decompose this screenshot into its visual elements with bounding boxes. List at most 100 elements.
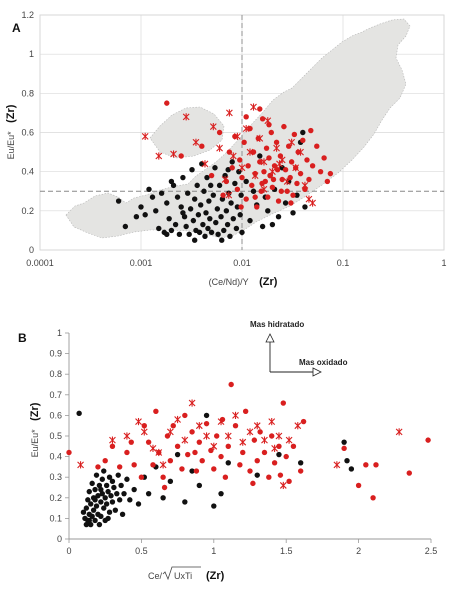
panel-a-s1-point-70: [270, 176, 277, 183]
panel-b-s0-point-33: [105, 488, 111, 495]
panel-b-s2-asterisk-point-8: [174, 415, 181, 424]
annotation-mas-hidratado: Mas hidratado: [250, 320, 304, 329]
panel-a-s0-point-75: [265, 208, 271, 214]
panel-b-s0-point-41: [114, 490, 120, 497]
panel-b-s0-point-71: [92, 497, 98, 503]
panel-a-s0-point-55: [224, 221, 231, 228]
panel-b-s0-point-64: [254, 472, 260, 478]
panel-b-s2-asterisk-point-3: [135, 417, 142, 426]
panel-a-s2-asterisk-point-16: [256, 134, 264, 142]
panel-b-s1-point-25: [203, 420, 210, 427]
panel-a-xtick-3: 0.1: [337, 258, 350, 268]
panel-b-s0-point-55: [167, 478, 174, 485]
panel-a-s0-point-47: [214, 206, 221, 212]
panel-b-s0-point-62: [218, 490, 224, 497]
panel-b-s2-asterisk-point-19: [261, 436, 268, 444]
panel-b-s2-asterisk-point-9: [181, 436, 189, 444]
panel-b-s2-asterisk-point-10: [188, 399, 196, 407]
panel-b-s0-point-56: [174, 451, 181, 458]
panel-a-s1-point-3: [208, 172, 215, 179]
panel-a-s2-asterisk-point-32: [276, 160, 283, 168]
panel-b-s0-point-61: [211, 503, 217, 509]
panel-a-s2-asterisk-point-8: [221, 175, 229, 184]
panel-b-xtick-4: 2: [356, 546, 361, 556]
panel-a-s2-asterisk-point-30: [225, 191, 233, 199]
panel-a-s0-point-24: [186, 231, 192, 238]
panel-b-s1-point-62: [250, 480, 256, 487]
panel-b-s1-point-34: [237, 462, 243, 468]
panel-a-series-2: [141, 103, 316, 207]
panel-b-series-1: [66, 381, 431, 501]
panel-a-s1-point-2: [199, 143, 205, 149]
panel-a-ytick-4: 0.8: [21, 88, 34, 98]
panel-a-s1-point-38: [281, 123, 287, 130]
panel-b-s0-point-8: [86, 488, 92, 495]
panel-b-s0-point-34: [106, 474, 113, 480]
panel-a-xlabel: (Ce/Nd)/Y: [209, 277, 249, 287]
panel-a-s2-asterisk-point-17: [260, 158, 268, 166]
panel-b-s0-point-15: [92, 517, 98, 524]
panel-b-s2-asterisk-point-7: [166, 428, 174, 436]
panel-b-s1-point-29: [218, 453, 224, 460]
panel-a-s1-point-43: [288, 159, 295, 165]
panel-a-s0-point-31: [195, 212, 202, 218]
panel-b-s1-point-11: [153, 408, 159, 414]
panel-b-ylabel-bold: (Zr): [29, 402, 41, 421]
panel-a-s1-point-55: [309, 163, 316, 169]
panel-b-s0-point-69: [348, 466, 355, 472]
panel-a-x-axis-title: (Ce/Nd)/Y (Zr): [209, 272, 278, 289]
panel-b-s1-point-37: [247, 468, 253, 474]
panel-a-s1-point-13: [241, 139, 247, 145]
panel-a-s0-point-37: [202, 233, 208, 239]
panel-b-s1-point-51: [300, 418, 307, 425]
panel-b-s1-point-32: [228, 381, 234, 388]
panel-b-s0-point-25: [99, 476, 106, 482]
panel-a-s0-point-0: [115, 198, 122, 204]
panel-a-s0-point-32: [196, 229, 203, 236]
panel-b-s1-point-50: [297, 468, 304, 474]
panel-b-s1-point-14: [164, 433, 171, 439]
panel-a-s0-point-73: [259, 223, 266, 230]
panel-a-s2-asterisk-point-6: [209, 123, 217, 131]
panel-a-s1-point-12: [239, 174, 245, 181]
panel-b-s2-asterisk-point-21: [275, 432, 283, 440]
panel-a-s2-asterisk-point-11: [233, 132, 241, 141]
panel-a-points: [115, 100, 334, 243]
panel-b-s1-point-49: [290, 443, 297, 449]
panel-b-s1-point-26: [208, 447, 214, 454]
panel-b-s0-point-5: [85, 497, 91, 503]
panel-b-s1-point-2: [102, 458, 108, 464]
panel-a-s1-point-58: [321, 155, 327, 161]
panel-b-s1-point-57: [425, 437, 431, 443]
panel-b-ytick-9: 0.9: [49, 349, 62, 359]
panel-a-ytick-2: 0.4: [21, 167, 34, 177]
panel-b-s0-point-43: [116, 497, 123, 503]
panel-b-s2-asterisk-point-16: [232, 411, 239, 419]
panel-a-s1-point-63: [274, 167, 281, 173]
panel-b-xtick-1: 0.5: [135, 546, 148, 556]
panel-b-s1-point-28: [213, 433, 220, 439]
panel-a-s0-point-22: [183, 223, 189, 230]
panel-a-s0-point-81: [282, 200, 289, 206]
panel-b-s1-point-19: [182, 412, 188, 419]
panel-a-s1-point-53: [306, 176, 312, 183]
panel-b-s2-asterisk-point-25: [333, 461, 341, 469]
panel-a-s2-asterisk-point-14: [246, 148, 254, 156]
panel-b-s2-asterisk-point-1: [109, 436, 116, 444]
panel-b-s0-point-73: [105, 515, 111, 522]
panel-b-ytick-4: 0.4: [49, 452, 62, 462]
panel-b-label: B: [18, 331, 27, 345]
panel-a-s1-point-69: [259, 180, 265, 187]
panel-b-s1-point-55: [370, 495, 376, 501]
panel-a-s1-point-20: [254, 204, 260, 210]
panel-a-s0-point-26: [189, 167, 195, 173]
panel-b-s1-point-42: [266, 474, 272, 480]
panel-a-s0-point-28: [191, 196, 198, 202]
panel-b-s2-asterisk-point-20: [268, 417, 276, 426]
panel-a-s0-point-49: [216, 182, 223, 189]
panel-b-s0-point-39: [111, 484, 117, 491]
panel-a-s0-point-69: [247, 217, 253, 224]
panel-b-s1-point-38: [251, 437, 258, 443]
panel-a-s1-point-32: [269, 184, 276, 191]
svg-text:Eu/Eu* (Zr): Eu/Eu* (Zr): [1, 104, 18, 159]
